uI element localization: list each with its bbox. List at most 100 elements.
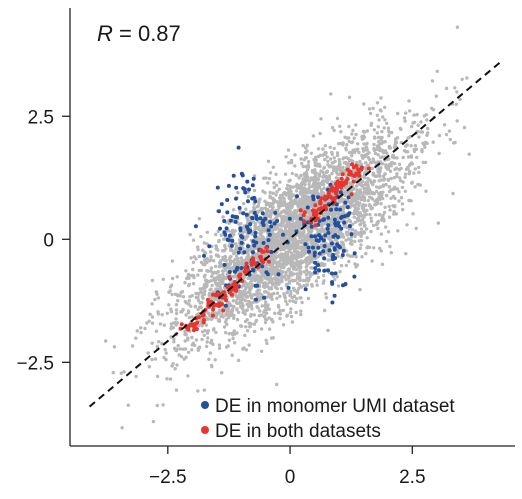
- gene-point: [319, 229, 324, 233]
- gene-point: [165, 377, 169, 381]
- gene-point: [229, 248, 233, 253]
- gene-point: [202, 250, 207, 254]
- gene-point: [258, 292, 262, 296]
- gene-point: [289, 158, 294, 163]
- monomer-de-point: [295, 194, 299, 199]
- gene-point: [362, 190, 366, 194]
- gene-point: [282, 196, 286, 201]
- gene-point: [252, 188, 257, 193]
- gene-point: [387, 215, 392, 219]
- gene-point: [267, 327, 272, 331]
- both-de-point: [265, 249, 270, 254]
- gene-point: [271, 283, 275, 287]
- gene-point: [203, 258, 207, 262]
- monomer-de-point: [258, 216, 263, 221]
- gene-point: [170, 292, 174, 297]
- both-de-point: [334, 191, 339, 196]
- gene-point: [186, 374, 190, 378]
- gene-point: [200, 330, 205, 334]
- gene-point: [150, 341, 154, 345]
- monomer-de-point: [238, 226, 243, 231]
- gene-point: [319, 187, 323, 192]
- gene-point: [423, 140, 428, 145]
- gene-point: [171, 321, 176, 325]
- gene-point: [379, 138, 383, 142]
- monomer-de-point: [231, 173, 236, 178]
- gene-point: [431, 108, 436, 112]
- gene-point: [232, 261, 237, 266]
- gene-point: [213, 358, 217, 362]
- both-de-point: [339, 176, 344, 181]
- gene-point: [393, 196, 397, 200]
- gene-point: [299, 173, 303, 178]
- gene-point: [347, 150, 352, 155]
- gene-point: [365, 129, 369, 133]
- gene-point: [361, 213, 365, 217]
- legend-marker-monomer: [201, 401, 209, 409]
- gene-point: [305, 233, 309, 237]
- monomer-de-point: [341, 283, 345, 288]
- gene-point: [275, 209, 280, 213]
- gene-point: [181, 307, 185, 312]
- gene-point: [359, 197, 363, 202]
- gene-point: [275, 190, 279, 194]
- gene-point: [330, 171, 334, 176]
- gene-point: [292, 222, 296, 226]
- gene-point: [263, 264, 268, 268]
- gene-point: [274, 172, 278, 176]
- gene-point: [322, 186, 326, 190]
- gene-point: [221, 272, 225, 277]
- gene-point: [274, 193, 278, 197]
- gene-point: [168, 289, 172, 293]
- gene-point: [389, 251, 393, 255]
- gene-point: [306, 217, 311, 221]
- gene-point: [170, 276, 175, 281]
- gene-point: [425, 118, 429, 122]
- both-de-point: [194, 327, 199, 332]
- gene-point: [341, 232, 345, 236]
- gene-point: [308, 274, 312, 279]
- gene-point: [269, 336, 274, 340]
- gene-point: [209, 341, 213, 345]
- gene-point: [206, 317, 210, 321]
- gene-point: [174, 317, 178, 321]
- gene-point: [303, 177, 307, 181]
- gene-point: [331, 274, 336, 278]
- gene-point: [349, 235, 354, 239]
- gene-point: [256, 204, 260, 208]
- correlation-annotation: R = 0.87: [97, 21, 181, 46]
- gene-point: [213, 264, 218, 269]
- gene-point: [174, 308, 179, 312]
- gene-point: [287, 281, 292, 285]
- gene-point: [358, 192, 362, 196]
- monomer-de-point: [326, 223, 331, 228]
- monomer-de-point: [287, 216, 292, 221]
- gene-point: [241, 347, 245, 351]
- gene-point: [381, 183, 385, 187]
- monomer-de-point: [261, 241, 266, 245]
- monomer-de-point: [229, 243, 234, 248]
- gene-point: [243, 287, 248, 291]
- monomer-de-point: [266, 228, 271, 233]
- gene-point: [286, 268, 290, 272]
- gene-point: [350, 227, 355, 232]
- gene-point: [256, 288, 260, 292]
- gene-point: [232, 329, 236, 333]
- gene-point: [318, 131, 322, 136]
- gene-point: [347, 136, 351, 140]
- gene-point: [245, 218, 250, 222]
- gene-point: [341, 165, 345, 170]
- both-de-point: [359, 167, 364, 172]
- monomer-de-point: [223, 303, 228, 308]
- gene-point: [393, 142, 397, 147]
- gene-point: [205, 340, 209, 344]
- monomer-de-point: [319, 235, 323, 240]
- gene-point: [202, 285, 207, 289]
- gene-point: [302, 199, 306, 204]
- gene-point: [220, 371, 224, 375]
- monomer-de-point: [305, 205, 310, 210]
- gene-point: [278, 222, 283, 227]
- gene-point: [292, 193, 296, 197]
- x-tick-label: 0: [285, 467, 296, 488]
- gene-point: [357, 181, 362, 185]
